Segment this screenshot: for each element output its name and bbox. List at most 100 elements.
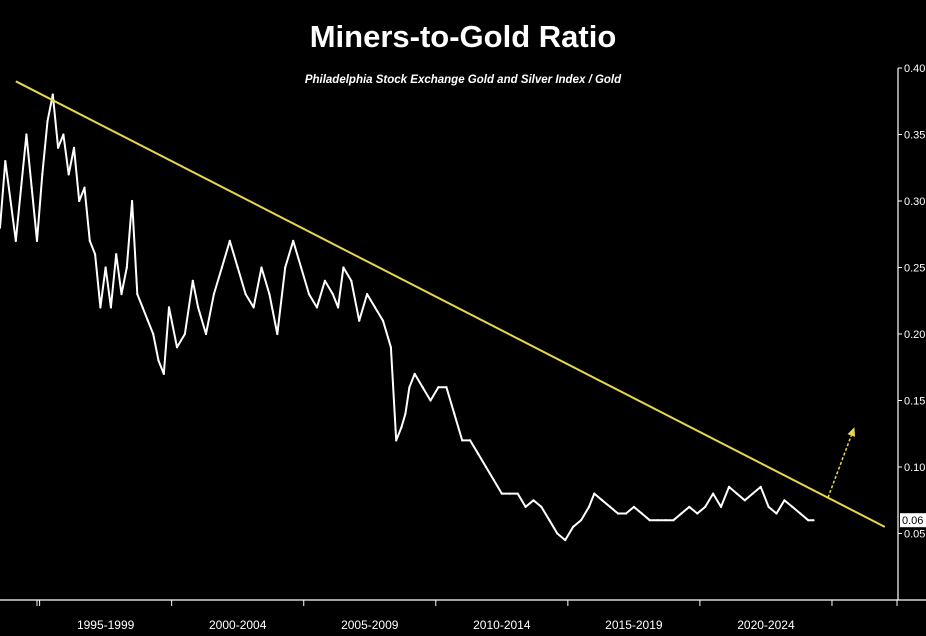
series-point <box>115 253 118 256</box>
series-point <box>25 133 28 136</box>
series-point <box>508 492 511 495</box>
chart-title: Miners-to-Gold Ratio <box>310 19 617 54</box>
series-point <box>783 499 786 502</box>
series-point <box>624 512 628 515</box>
series-point <box>735 492 739 495</box>
series-point <box>204 332 208 336</box>
series-point <box>524 505 527 508</box>
series-point <box>727 485 731 488</box>
series-point <box>656 519 659 522</box>
series-point <box>307 293 311 296</box>
series-point <box>99 306 102 309</box>
series-point <box>807 519 810 522</box>
series-point <box>228 239 231 242</box>
series-point <box>136 293 139 296</box>
series-point <box>51 93 54 96</box>
series-point <box>751 492 754 495</box>
series-point <box>812 519 815 522</box>
series-point <box>373 306 377 309</box>
x-axis: 1995-1999 2000-2004 2005-2009 2010-2014 2015… <box>36 600 898 632</box>
series-point <box>350 279 353 282</box>
x-tick-label: 2010-2014 <box>473 618 531 632</box>
series-point <box>484 465 488 469</box>
breakout-arrow <box>827 427 856 498</box>
series-point <box>331 293 334 296</box>
series-point <box>540 505 543 508</box>
series-point <box>767 505 770 508</box>
series-point <box>664 519 667 522</box>
y-tick-label: 0.10 <box>904 462 925 474</box>
series-point <box>167 306 171 309</box>
series-point <box>366 293 369 296</box>
y-tick-label: 0.40 <box>904 63 925 75</box>
series-point <box>67 173 70 176</box>
series-point <box>109 306 112 309</box>
series-point <box>587 505 591 508</box>
series-point <box>120 293 123 296</box>
x-tick-label: 1995-1999 <box>77 618 135 632</box>
chart-subtitle: Philadelphia Stock Exchange Gold and Sil… <box>305 74 622 86</box>
series-point <box>276 332 279 336</box>
series-point <box>152 332 155 336</box>
series-point <box>260 266 263 269</box>
resistance-trendline <box>15 80 886 528</box>
series-point <box>791 505 794 508</box>
series-point <box>593 492 596 495</box>
series-point <box>743 499 746 502</box>
series-point <box>799 512 802 515</box>
plot-area: 1995-1999 2000-2004 2005-2009 2010-2014 2015… <box>0 63 926 632</box>
series-point <box>183 332 186 336</box>
series-point <box>57 146 60 149</box>
series-point <box>244 293 247 296</box>
series-point <box>62 133 65 136</box>
series-point <box>556 532 559 535</box>
series-point <box>9 199 12 203</box>
series-point <box>46 120 49 123</box>
series-point <box>759 485 762 488</box>
series-point <box>648 519 651 522</box>
series-point <box>358 319 361 322</box>
series-point <box>315 306 318 309</box>
series-point <box>162 372 165 375</box>
series-point <box>516 492 519 495</box>
y-tick-label: 0.35 <box>904 130 925 142</box>
y-tick-label: 0.05 <box>904 529 925 541</box>
y-tick-label: 0.15 <box>904 396 925 408</box>
series-point <box>680 512 683 515</box>
series-points <box>0 93 815 542</box>
series-point <box>601 499 604 502</box>
series-point <box>469 439 472 442</box>
series-point <box>197 306 200 309</box>
series-point <box>88 239 91 242</box>
series-point <box>41 173 44 176</box>
series-point <box>146 319 149 322</box>
series-point <box>453 412 456 415</box>
series-point <box>580 519 583 522</box>
series-point <box>14 239 17 242</box>
y-tick-label: 0.30 <box>904 196 925 208</box>
series-point <box>381 319 385 322</box>
series-point <box>342 266 345 269</box>
series-point <box>445 386 448 389</box>
series-point <box>775 512 778 515</box>
series-point <box>609 505 612 508</box>
x-tick-label: 2020-2024 <box>737 618 795 632</box>
series-point <box>157 359 160 362</box>
series-point <box>395 439 398 442</box>
x-tick-label: 2000-2004 <box>209 618 267 632</box>
series-point <box>616 512 620 515</box>
series-point <box>83 186 86 189</box>
series-point <box>632 505 636 508</box>
series-point <box>284 266 287 269</box>
last-value-label: 0.06 <box>902 515 923 527</box>
series-point <box>389 346 392 349</box>
series-point <box>20 186 23 189</box>
series-point <box>131 199 134 203</box>
last-value-box <box>900 513 926 528</box>
series-point <box>408 386 411 389</box>
series-point <box>461 439 464 442</box>
series-point <box>421 386 424 389</box>
series-point <box>191 279 194 282</box>
